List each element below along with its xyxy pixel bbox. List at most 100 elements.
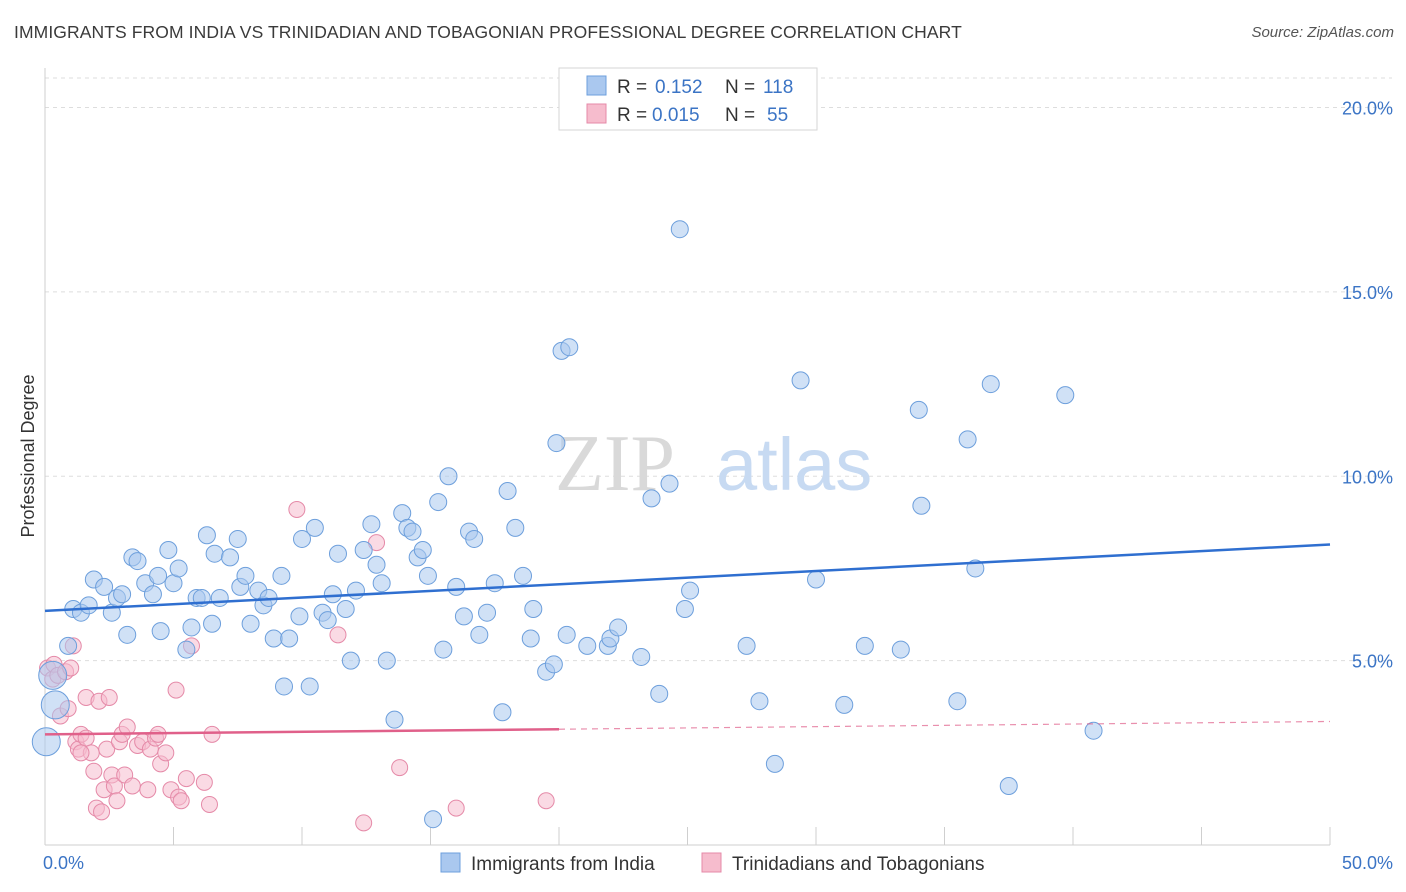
pink-point (77, 729, 95, 747)
blue-point (999, 777, 1018, 795)
blue-point (341, 651, 360, 670)
blue-point (367, 555, 386, 574)
blue-point (79, 596, 98, 615)
blue-point (118, 625, 137, 644)
blue-point (765, 754, 784, 773)
blue-point (362, 515, 381, 534)
blue-point (544, 655, 563, 674)
legend-n-value-2: 55 (767, 105, 788, 126)
blue-point (305, 518, 324, 537)
blue-point (323, 585, 342, 604)
blue-point (1084, 721, 1103, 740)
blue-point (403, 522, 422, 541)
blue-point (1056, 386, 1075, 405)
blue-point (40, 690, 70, 720)
legend-n-label-2: N = (725, 105, 755, 126)
blue-point (439, 467, 458, 486)
pink-points (39, 500, 555, 832)
legend-n-value-1: 118 (763, 77, 793, 98)
blue-point (293, 529, 311, 548)
trend-line-trinidad (44, 727, 560, 736)
blue-point (891, 640, 910, 659)
y-tick-label: 10.0% (1342, 467, 1393, 487)
pink-point (72, 744, 90, 762)
pink-point (85, 762, 103, 780)
blue-point (38, 660, 68, 690)
legend-r-value-1: 0.152 (655, 77, 703, 98)
blue-point (447, 577, 466, 596)
source-label: Source: ZipAtlas.com (1251, 24, 1394, 41)
blue-point (670, 220, 689, 239)
blue-point (203, 614, 222, 633)
blue-point (835, 695, 854, 714)
blue-point (280, 629, 299, 648)
legend-swatch-blue (586, 75, 607, 96)
blue-point (236, 566, 255, 585)
blue-point (113, 585, 132, 604)
blue-point (177, 640, 196, 659)
blue-point (650, 684, 669, 703)
blue-point (560, 338, 579, 357)
blue-point (159, 541, 178, 559)
blue-point (958, 430, 977, 449)
pink-point (200, 795, 218, 813)
blue-point (429, 493, 448, 512)
bottom-legend: Immigrants from India Trinidadians and T… (440, 852, 984, 875)
legend-n-label-1: N = (725, 77, 755, 98)
x-tick-label-max: 50.0% (1342, 853, 1393, 873)
blue-point (149, 566, 168, 585)
blue-point (418, 566, 437, 585)
blue-points (31, 220, 1103, 829)
y-tick-label: 5.0% (1352, 652, 1393, 672)
blue-point (521, 629, 540, 648)
blue-point (128, 552, 147, 571)
blue-point (290, 607, 309, 626)
blue-point (228, 529, 247, 548)
blue-point (182, 618, 201, 637)
blue-point (31, 727, 61, 757)
blue-point (514, 566, 533, 585)
pink-point (203, 725, 221, 743)
pink-point (329, 626, 347, 644)
legend-r-value-2: 0.015 (652, 105, 700, 126)
tick-labels: 5.0% 10.0% 15.0% 20.0% 0.0% 50.0% (43, 99, 1393, 874)
pink-point (177, 770, 195, 788)
blue-point (59, 636, 78, 655)
blue-point (143, 585, 162, 604)
blue-point (807, 570, 825, 589)
blue-point (300, 677, 319, 696)
bottom-legend-swatch-blue (440, 852, 461, 873)
blue-point (424, 810, 443, 829)
blue-point (264, 629, 283, 648)
blue-point (346, 581, 365, 600)
bottom-legend-label-blue: Immigrants from India (471, 854, 655, 875)
blue-point (354, 541, 373, 559)
blue-point (377, 651, 396, 670)
blue-point (524, 600, 543, 618)
blue-point (454, 607, 473, 626)
blue-point (750, 692, 769, 711)
blue-point (272, 566, 291, 585)
blue-point (791, 371, 810, 390)
blue-point (855, 636, 874, 655)
chart-title: IMMIGRANTS FROM INDIA VS TRINIDADIAN AND… (14, 22, 962, 42)
pink-point (139, 781, 157, 799)
blue-point (632, 647, 651, 666)
pink-point (98, 740, 116, 758)
y-axis-label: Professional Degree (18, 374, 38, 537)
blue-point (478, 603, 497, 622)
blue-point (95, 577, 114, 596)
blue-point (493, 703, 512, 722)
pink-point (355, 814, 373, 832)
bottom-legend-label-pink: Trinidadians and Tobagonians (732, 854, 984, 875)
pink-point (391, 759, 409, 777)
blue-point (318, 611, 337, 630)
legend-swatch-pink (586, 103, 607, 124)
blue-point (470, 625, 489, 644)
blue-point (660, 474, 679, 493)
blue-point (675, 600, 694, 618)
watermark: ZIP atlas (555, 420, 872, 508)
blue-point (912, 496, 931, 515)
blue-point (737, 636, 756, 655)
